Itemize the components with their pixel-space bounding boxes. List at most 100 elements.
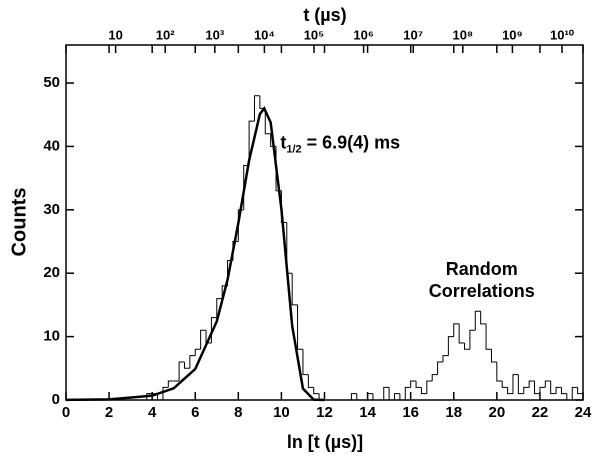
x2-tick-label: 10³: [205, 27, 224, 42]
y-tick-label: 30: [43, 201, 60, 218]
histogram-bin: [350, 393, 357, 400]
x-tick-label: 14: [359, 404, 376, 421]
x-tick-label: 10: [273, 404, 290, 421]
histogram-bin: [167, 380, 174, 388]
x-tick-label: 0: [62, 404, 70, 421]
x-tick-label: 2: [105, 404, 113, 421]
histogram-bin: [566, 393, 573, 401]
histogram-bin: [528, 380, 535, 388]
histogram-bin: [431, 374, 438, 381]
histogram-bin: [248, 120, 255, 166]
histogram-bin: [157, 393, 163, 401]
histogram-bin: [474, 310, 481, 331]
x2-tick-label: 10⁵: [304, 27, 325, 42]
x-tick-label: 16: [402, 404, 419, 421]
histogram-bin: [307, 374, 314, 388]
histogram-bin: [237, 209, 244, 242]
x-tick-label: 24: [575, 404, 592, 421]
histogram-bin: [264, 108, 271, 135]
x2-tick-label: 10⁷: [403, 27, 423, 42]
histogram-bin: [539, 386, 546, 394]
histogram-bin: [420, 387, 427, 395]
histogram-bin: [480, 311, 487, 325]
x-axis-title: ln [t (µs)]: [287, 432, 363, 452]
histogram-bin: [544, 380, 551, 388]
histogram-bin: [189, 355, 196, 369]
half-life-annotation: t1/2 = 6.9(4) ms: [280, 132, 400, 155]
histogram-bin: [464, 342, 470, 350]
histogram-bin: [523, 386, 530, 394]
x-tick-label: 4: [148, 404, 157, 421]
histogram-bin: [394, 393, 400, 400]
histogram-bin: [372, 393, 379, 401]
histogram-bin: [162, 386, 169, 400]
y-tick-label: 20: [43, 264, 60, 281]
histogram-bin: [178, 361, 185, 381]
histogram-bin: [399, 393, 406, 401]
histogram-bin: [356, 393, 363, 401]
x-tick-label: 22: [532, 404, 549, 421]
histogram-bin: [200, 329, 207, 350]
x2-tick-label: 10: [108, 27, 122, 42]
histogram-bin: [437, 361, 443, 375]
x-tick-label: 12: [316, 404, 333, 421]
histogram-bin: [302, 349, 309, 376]
histogram-bin: [388, 387, 395, 401]
histogram-bin: [253, 95, 260, 122]
histogram-bin: [501, 380, 508, 388]
x2-tick-label: 10⁹: [502, 27, 523, 42]
histogram-bin: [183, 361, 190, 369]
x2-tick-label: 10⁶: [353, 27, 373, 42]
x2-axis-title: t (µs): [303, 5, 346, 25]
histogram-bin: [571, 386, 578, 400]
histogram-bin: [577, 387, 584, 400]
histogram-bin: [291, 273, 298, 306]
histogram-bin: [383, 386, 390, 400]
x2-tick-label: 10⁴: [254, 27, 275, 42]
histogram-bin: [404, 386, 411, 400]
histogram-bin: [410, 380, 417, 388]
histogram-bin: [490, 349, 497, 363]
y-tick-label: 0: [52, 391, 60, 408]
histogram-bin: [194, 348, 201, 356]
histogram-bin: [453, 323, 460, 337]
histogram-bin: [313, 387, 320, 395]
x-tick-label: 6: [191, 404, 199, 421]
histogram-bin: [512, 374, 519, 394]
x-tick-label: 20: [488, 404, 505, 421]
fit-curve: [65, 105, 325, 402]
histogram-bin: [485, 323, 492, 350]
y-axis-title: Counts: [8, 188, 30, 257]
histogram-bin: [560, 387, 567, 395]
x-tick-label: 18: [445, 404, 462, 421]
x2-tick-label: 10¹⁰: [550, 27, 575, 42]
x2-tick-label: 10²: [156, 27, 175, 42]
histogram-bin: [447, 336, 454, 356]
histogram-bin: [507, 387, 513, 395]
symbol: t: [280, 132, 286, 152]
histogram-bin: [297, 304, 303, 350]
histogram-bin: [555, 386, 562, 394]
histogram-bin: [517, 374, 524, 395]
region-label: Correlations: [429, 281, 535, 301]
histogram-bin: [442, 355, 449, 362]
y-tick-label: 40: [43, 137, 60, 154]
histogram-bin: [550, 380, 557, 395]
plot-frame: [65, 44, 584, 401]
histogram-bin: [458, 323, 465, 344]
histogram-bin: [216, 298, 223, 318]
histogram-bin: [415, 380, 422, 388]
histogram-bin: [367, 393, 373, 400]
x-tick-label: 8: [234, 404, 242, 421]
subscript: 1/2: [286, 143, 301, 155]
y-tick-label: 50: [43, 74, 60, 91]
histogram-bin: [496, 361, 503, 382]
y-tick-label: 10: [43, 328, 60, 345]
x2-tick-label: 10⁸: [453, 27, 474, 42]
annotation-text: = 6.9(4) ms: [302, 132, 401, 152]
histogram-bin: [469, 329, 476, 350]
region-label: Random: [446, 259, 518, 279]
histogram-bin: [534, 380, 540, 395]
